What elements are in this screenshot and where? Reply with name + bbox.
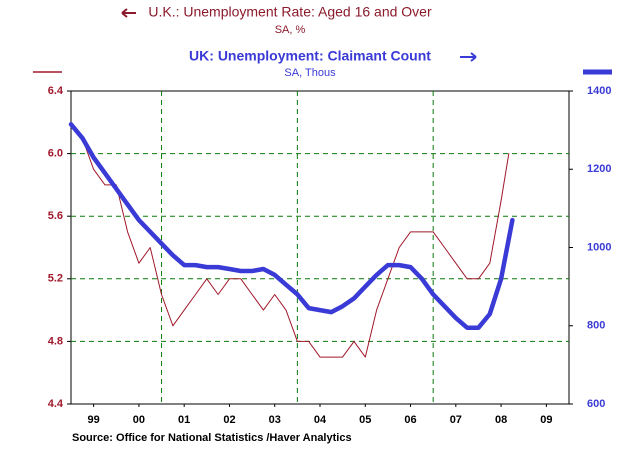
x-tick-label: 07 [450,414,462,426]
y2-tick-label: 1200 [587,163,611,175]
x-tick-label: 01 [178,414,190,426]
x-tick-label: 09 [540,414,552,426]
legend-right-unit: SA, Thous [284,67,336,79]
y-tick-label: 5.6 [48,210,63,222]
x-tick-label: 00 [133,414,145,426]
legend-left-title: U.K.: Unemployment Rate: Aged 16 and Ove… [148,4,432,20]
y-tick-label: 4.4 [48,398,64,410]
y-tick-label: 4.8 [48,335,63,347]
series-line [68,122,515,330]
source: Source: Office for National Statistics /… [72,432,352,444]
series-line [70,121,510,358]
x-tick-label: 06 [404,414,416,426]
legend-arrow-left [121,8,136,18]
y2-tick-label: 600 [587,398,605,410]
y-tick-label: 6.4 [48,85,64,97]
y2-tick-label: 800 [587,320,605,332]
legend-arrow-right [460,52,477,62]
x-tick-label: 08 [495,414,507,426]
legend-left-unit: SA, % [275,24,306,36]
y-tick-label: 5.2 [48,273,63,285]
y-tick-label: 6.0 [48,148,63,160]
y2-tick-label: 1400 [587,85,611,97]
x-tick-label: 99 [88,414,100,426]
legend-right-title: UK: Unemployment: Claimant Count [189,48,431,64]
x-tick-label: 02 [223,414,235,426]
x-tick-label: 05 [359,414,371,426]
x-tick-label: 04 [314,414,327,426]
y2-tick-label: 1000 [587,241,611,253]
x-tick-label: 03 [269,414,281,426]
